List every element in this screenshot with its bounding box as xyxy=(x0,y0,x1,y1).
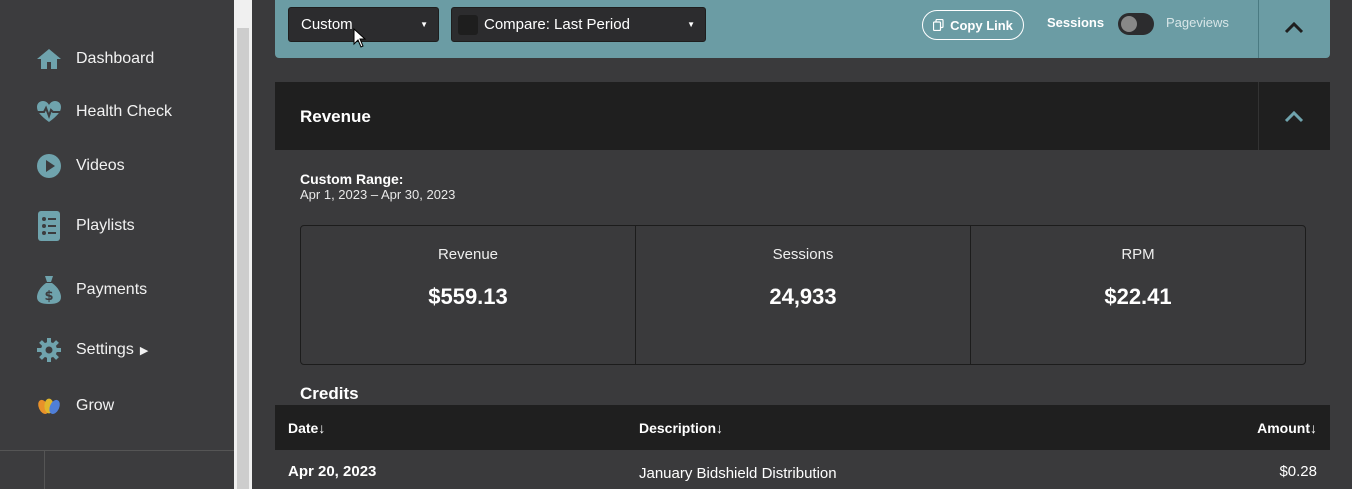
revenue-panel-body: Custom Range: Apr 1, 2023 – Apr 30, 2023… xyxy=(275,150,1330,489)
sidebar-item-dashboard[interactable]: Dashboard xyxy=(36,43,154,75)
caret-right-icon: ▶ xyxy=(139,344,149,357)
home-icon xyxy=(36,46,62,72)
sidebar-item-playlists[interactable]: Playlists xyxy=(36,210,135,242)
sidebar-item-label: Dashboard xyxy=(76,50,155,67)
compare-color-swatch xyxy=(458,14,478,35)
collapse-toolbar-button[interactable] xyxy=(1274,13,1314,43)
divider xyxy=(44,451,45,489)
mouse-cursor-icon xyxy=(353,28,367,48)
stat-rpm: RPM $22.41 xyxy=(971,226,1305,364)
stat-value: $559.13 xyxy=(428,284,508,309)
stat-label: RPM xyxy=(1121,246,1155,263)
column-header-amount[interactable]: Amount↓ xyxy=(1257,420,1317,436)
cell-amount: $0.28 xyxy=(1279,463,1317,480)
sidebar-scrollbar-thumb[interactable] xyxy=(237,28,249,489)
copy-link-button[interactable]: Copy Link xyxy=(922,10,1024,40)
sidebar-item-label: Videos xyxy=(76,157,125,174)
revenue-panel-header: Revenue xyxy=(275,82,1330,150)
toggle-knob xyxy=(1121,16,1137,32)
date-range-value: Custom xyxy=(301,16,353,33)
svg-text:$: $ xyxy=(44,289,53,304)
main-content: Custom ▼ Compare: Last Period ▼ Copy Lin… xyxy=(252,0,1352,489)
stat-sessions: Sessions 24,933 xyxy=(636,226,971,364)
stat-label: Revenue xyxy=(437,246,499,263)
stat-label: Sessions xyxy=(772,246,834,263)
table-row: Apr 20, 2023 January Bidshield Distribut… xyxy=(275,450,1330,489)
grow-logo-icon xyxy=(36,393,62,419)
credits-title: Credits xyxy=(300,384,359,403)
collapse-revenue-button[interactable] xyxy=(1274,102,1314,132)
column-header-date[interactable]: Date↓ xyxy=(288,420,326,436)
stats-summary: Revenue $559.13 Sessions 24,933 RPM $22.… xyxy=(300,225,1306,365)
range-title: Custom Range: xyxy=(300,171,404,187)
divider xyxy=(1258,82,1259,150)
gear-icon xyxy=(36,337,62,363)
credits-table-header: Date↓ Description↓ Amount↓ xyxy=(275,405,1330,450)
sidebar-item-label: Playlists xyxy=(76,217,135,234)
copy-link-label: Copy Link xyxy=(950,17,1013,33)
panel-title: Revenue xyxy=(300,107,371,126)
toggle-label-pageviews: Pageviews xyxy=(1166,15,1229,30)
filter-toolbar: Custom ▼ Compare: Last Period ▼ Copy Lin… xyxy=(275,0,1330,58)
cell-description: January Bidshield Distribution xyxy=(639,465,837,482)
dropdown-arrow-icon: ▼ xyxy=(687,20,695,29)
copy-icon xyxy=(932,18,944,32)
chevron-up-icon xyxy=(1284,111,1304,123)
sidebar-item-health-check[interactable]: Health Check xyxy=(36,96,172,128)
range-dates: Apr 1, 2023 – Apr 30, 2023 xyxy=(300,187,456,202)
money-bag-icon: $ xyxy=(36,276,62,304)
sidebar-item-settings[interactable]: Settings ▶ xyxy=(36,334,148,366)
sidebar-item-label: Health Check xyxy=(76,103,173,120)
sidebar-footer xyxy=(0,450,234,489)
dropdown-arrow-icon: ▼ xyxy=(420,20,428,29)
compare-value: Compare: Last Period xyxy=(484,16,630,33)
play-icon xyxy=(36,153,62,179)
stat-value: 24,933 xyxy=(769,284,837,309)
sidebar: Dashboard Health Check Videos Playlists … xyxy=(0,0,234,489)
toggle-label-sessions: Sessions xyxy=(1047,15,1105,30)
sidebar-item-videos[interactable]: Videos xyxy=(36,150,125,182)
sidebar-item-label: Settings xyxy=(76,341,134,358)
sidebar-item-label: Grow xyxy=(76,397,115,414)
chevron-up-icon xyxy=(1284,22,1304,34)
sidebar-item-grow[interactable]: Grow xyxy=(36,390,114,422)
heartbeat-icon xyxy=(36,99,62,125)
stat-value: $22.41 xyxy=(1104,284,1172,309)
compare-select[interactable]: Compare: Last Period ▼ xyxy=(451,7,706,42)
sidebar-item-label: Payments xyxy=(76,281,148,298)
cell-date: Apr 20, 2023 xyxy=(288,463,377,480)
sessions-pageviews-toggle[interactable] xyxy=(1118,13,1154,35)
divider xyxy=(1258,0,1259,58)
list-icon xyxy=(36,211,62,241)
date-range-select[interactable]: Custom ▼ xyxy=(288,7,439,42)
column-header-description[interactable]: Description↓ xyxy=(639,420,724,436)
stat-revenue: Revenue $559.13 xyxy=(301,226,636,364)
sidebar-item-payments[interactable]: $ Payments xyxy=(36,274,147,306)
